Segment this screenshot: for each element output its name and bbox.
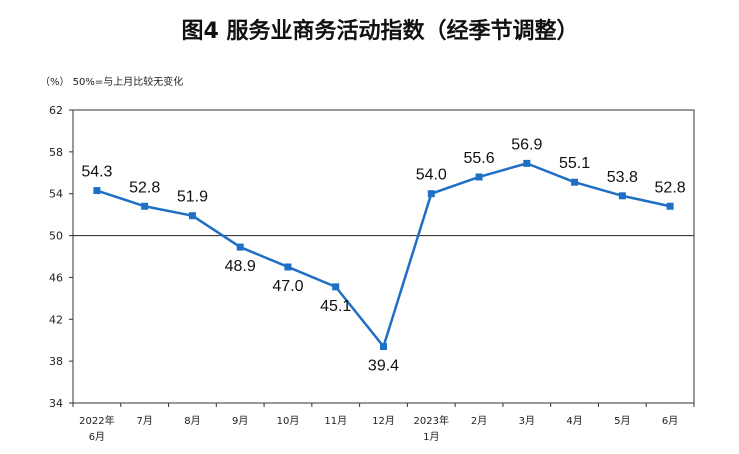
x-tick-label: 9月 (232, 415, 248, 427)
data-label: 54.3 (81, 164, 112, 181)
data-point (571, 178, 579, 186)
y-tick-label: 42 (49, 313, 63, 326)
data-labels: 54.3 52.8 51.9 48.9 47.0 45.1 39.4 54.0 55.6 56.9… (81, 136, 685, 374)
x-tick-label: 1月 (423, 431, 439, 443)
data-point (141, 202, 149, 210)
data-point (618, 192, 626, 200)
data-label: 56.9 (511, 136, 542, 153)
x-tick-label: 2月 (471, 415, 487, 427)
y-tick-label: 38 (49, 355, 63, 368)
x-tick-label: 4月 (566, 415, 582, 427)
data-point (666, 202, 674, 210)
data-label: 45.1 (320, 298, 351, 315)
data-label: 48.9 (225, 258, 256, 275)
x-tick-label: 2023年 (414, 414, 449, 427)
data-label: 39.4 (368, 357, 399, 374)
y-tick-label: 54 (49, 188, 63, 201)
x-tick-label: 11月 (324, 415, 347, 427)
x-tick-label: 10月 (277, 415, 300, 427)
y-tick-label: 58 (49, 146, 63, 159)
y-tick-label: 62 (49, 104, 63, 117)
chart-title: 图4 服务业商务活动指数（经季节调整） (182, 18, 579, 44)
data-label: 51.9 (177, 189, 208, 206)
data-point (427, 190, 435, 198)
unit-note: （%） 50%=与上月比较无变化 (40, 75, 183, 88)
y-tick-label: 50 (49, 230, 63, 243)
data-point (523, 159, 531, 167)
data-points (93, 159, 674, 350)
x-tick-label: 6月 (662, 415, 678, 427)
y-tick-label: 46 (49, 271, 63, 284)
data-point (475, 173, 483, 181)
plot-area (72, 109, 695, 404)
data-label: 52.8 (129, 179, 160, 196)
x-tick-label: 5月 (614, 415, 630, 427)
data-point (380, 342, 387, 350)
data-label: 55.6 (463, 150, 494, 167)
x-tick-label: 7月 (136, 415, 152, 427)
data-label: 52.8 (655, 179, 686, 196)
x-tick-label: 6月 (89, 431, 105, 443)
data-label: 55.1 (559, 155, 590, 172)
data-point (236, 243, 244, 251)
data-point (188, 212, 196, 220)
data-point (93, 187, 101, 195)
y-axis: 34 38 42 46 50 54 58 62 (49, 104, 73, 410)
x-tick-label: 2022年 (79, 414, 114, 427)
data-label: 47.0 (272, 278, 303, 295)
x-tick-label: 8月 (184, 415, 200, 427)
data-point (284, 263, 292, 271)
data-point (332, 283, 340, 291)
y-tick-label: 34 (49, 397, 63, 410)
x-tick-label: 12月 (372, 415, 395, 427)
x-axis: 2022年 6月 7月 8月 9月 10月 11月 12月 2023年 1月 2月 3月 4月 5月 6月 (72, 403, 695, 443)
data-label: 54.0 (416, 167, 447, 184)
x-tick-label: 3月 (519, 415, 535, 427)
data-label: 53.8 (607, 169, 638, 186)
